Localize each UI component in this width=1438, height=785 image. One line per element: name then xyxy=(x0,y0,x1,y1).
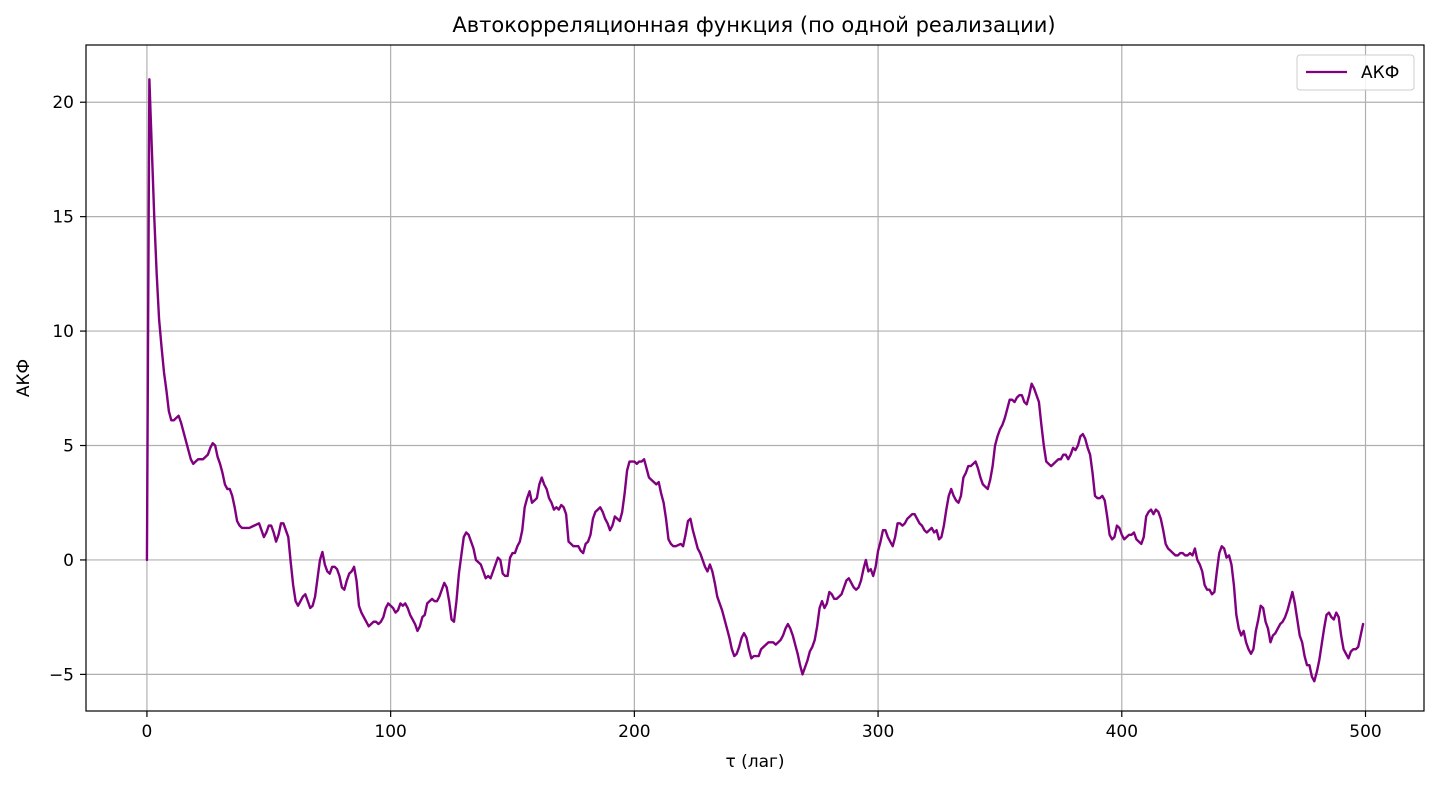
x-tick-label: 0 xyxy=(142,722,153,742)
x-tick-label: 100 xyxy=(374,722,406,742)
x-tick-label: 400 xyxy=(1106,722,1138,742)
x-tick-label: 300 xyxy=(862,722,894,742)
y-tick-label: 5 xyxy=(63,437,74,457)
y-tick-label: −5 xyxy=(49,665,74,685)
x-tick-label: 500 xyxy=(1349,722,1381,742)
legend-box xyxy=(1296,54,1415,91)
y-tick-label: 15 xyxy=(52,208,74,228)
grid-lines xyxy=(86,45,1424,711)
axes-frame xyxy=(85,44,1425,712)
y-tick-label: 10 xyxy=(52,322,74,342)
x-tick-label: 200 xyxy=(618,722,650,742)
chart-title: Автокорреляционная функция (по одной реа… xyxy=(452,13,1055,37)
legend-label-acf: АКФ xyxy=(1361,63,1399,83)
axis-ticks: 0 100 200 300 400 500 −5 0 5 10 15 20 xyxy=(49,93,1382,742)
y-tick-label: 20 xyxy=(52,93,74,113)
plot-area xyxy=(145,78,1365,683)
series-line-acf xyxy=(145,78,1365,683)
legend: АКФ xyxy=(1296,54,1415,91)
y-axis-label: АКФ xyxy=(14,359,34,397)
x-axis-label: τ (лаг) xyxy=(725,752,784,772)
y-tick-label: 0 xyxy=(63,551,74,571)
